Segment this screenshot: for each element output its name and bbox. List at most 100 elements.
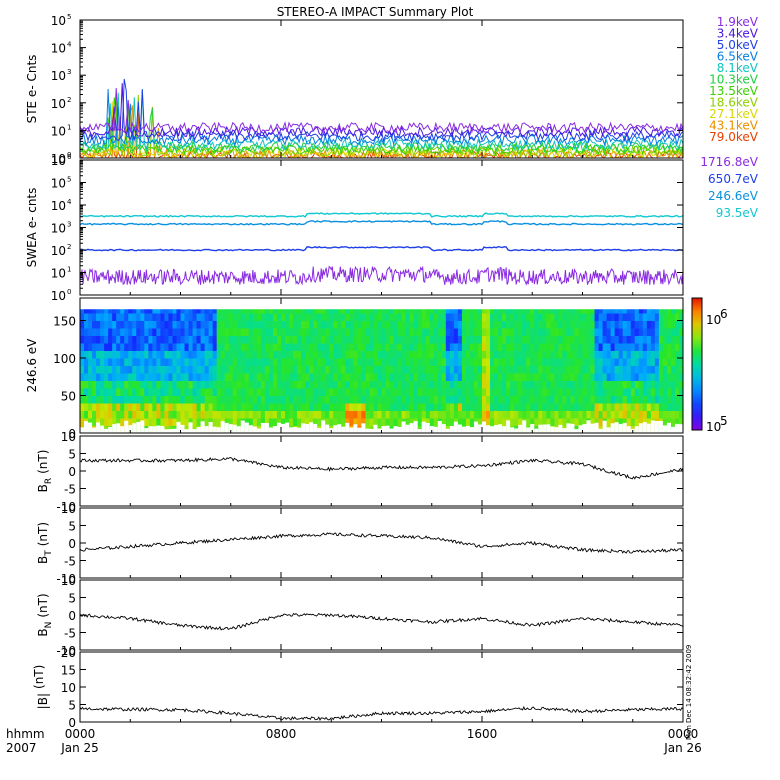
spectrogram-gap [622, 422, 628, 433]
spectrogram-cell [590, 358, 596, 366]
spectrogram-cell [433, 320, 439, 329]
spectrogram-cell [168, 380, 173, 389]
spectrogram-cell [502, 328, 507, 336]
spectrogram-cell [465, 403, 471, 411]
spectrogram-gap [554, 427, 559, 433]
spectrogram-cell [200, 343, 206, 351]
spectrogram-cell [445, 313, 451, 321]
spectrogram-cell [96, 328, 101, 336]
spectrogram-cell [272, 395, 278, 404]
spectrogram-cell [104, 358, 109, 366]
y-tick-label: 10 [51, 152, 66, 166]
spectrogram-cell [184, 350, 190, 359]
spectrogram-cell [152, 358, 157, 366]
spectrogram-cell [638, 388, 644, 396]
spectrogram-cell [353, 395, 358, 404]
spectrogram-cell [108, 418, 113, 426]
spectrogram-cell [646, 373, 652, 381]
spectrogram-cell [248, 418, 254, 426]
spectrogram-cell [369, 320, 374, 329]
spectrogram-cell [642, 309, 648, 314]
spectrogram-cell [260, 328, 266, 336]
spectrogram-cell [397, 388, 403, 396]
spectrogram-cell [498, 403, 503, 411]
spectrogram-cell [377, 320, 382, 329]
spectrogram-cell [216, 395, 222, 404]
spectrogram-cell [658, 410, 664, 419]
spectrogram-cell [88, 395, 93, 404]
spectrogram-cell [542, 350, 547, 359]
spectrogram-cell [200, 309, 206, 314]
spectrogram-cell [574, 328, 579, 336]
spectrogram-gap [276, 422, 282, 433]
spectrogram-cell [502, 388, 507, 396]
spectrogram-cell [353, 350, 358, 359]
spectrogram-cell [212, 403, 218, 411]
spectrogram-cell [570, 358, 575, 366]
spectrogram-cell [449, 373, 455, 381]
spectrogram-cell [260, 309, 266, 314]
spectrogram-cell [272, 373, 278, 381]
spectrogram-cell [514, 313, 519, 321]
spectrogram-cell [136, 403, 141, 411]
spectrogram-cell [156, 343, 161, 351]
spectrogram-cell [461, 358, 467, 366]
swea-traces [80, 212, 683, 286]
spectrogram-cell [413, 335, 419, 344]
spectrogram-cell [614, 320, 620, 329]
spectrogram-cell [622, 403, 628, 411]
spectrogram-cell [264, 320, 270, 329]
spectrogram-cell [658, 350, 664, 359]
spectrogram-cell [449, 335, 455, 344]
spectrogram-cell [128, 343, 133, 351]
spectrogram-cell [502, 313, 507, 321]
spectrogram-cell [172, 403, 177, 411]
spectrogram-cell [96, 358, 101, 366]
spectrogram-cell [140, 343, 145, 351]
spectrogram-cell [256, 358, 262, 366]
spectrogram-cell [510, 343, 515, 351]
spectrogram-cell [405, 350, 411, 359]
spectrogram-cell [160, 328, 165, 336]
spectrogram-cell [333, 328, 338, 336]
spectrogram-gap [510, 427, 515, 433]
spectrogram-cell [160, 403, 165, 411]
spectrogram-cell [124, 313, 129, 321]
spectrogram-cell [586, 388, 592, 396]
spectrogram-cell [433, 335, 439, 344]
spectrogram-cell [449, 410, 455, 419]
spectrogram-cell [622, 309, 628, 314]
spectrogram-cell [276, 410, 282, 419]
spectrogram-cell [369, 388, 374, 396]
spectrogram-cell [429, 380, 435, 389]
spectrogram-cell [112, 328, 117, 336]
spectrogram-cell [220, 320, 226, 329]
br-ylabel-main: B [36, 484, 50, 492]
spectrogram-cell [285, 388, 290, 396]
spectrogram-cell [301, 328, 306, 336]
swea-legend-item: 93.5eV [716, 206, 759, 220]
spectrogram-cell [128, 418, 133, 426]
spectrogram-cell [345, 335, 350, 344]
spectrogram-cell [196, 335, 202, 344]
spectrogram-cell [84, 388, 89, 396]
spectrogram-cell [393, 350, 399, 359]
spectrogram-cell [305, 343, 310, 351]
spectrogram-cell [200, 403, 206, 411]
spectrogram-cell [494, 343, 499, 351]
spectrogram-cell [232, 320, 238, 329]
spectrogram-cell [542, 418, 547, 426]
spectrogram-cell [433, 373, 439, 381]
spectrogram-cell [385, 395, 391, 404]
spectrogram-cell [297, 343, 302, 351]
spectrogram-cell [124, 343, 129, 351]
spectrogram-cell [642, 410, 648, 419]
spectrogram-cell [405, 335, 411, 344]
spectrogram-cell [349, 395, 354, 404]
spectrogram-cell [441, 418, 447, 426]
spectrogram-cell [502, 309, 507, 314]
spectrogram-cell [554, 418, 559, 426]
spectrogram-cell [590, 403, 596, 411]
spectrogram-cell [281, 418, 286, 426]
spectrogram-cell [156, 403, 161, 411]
